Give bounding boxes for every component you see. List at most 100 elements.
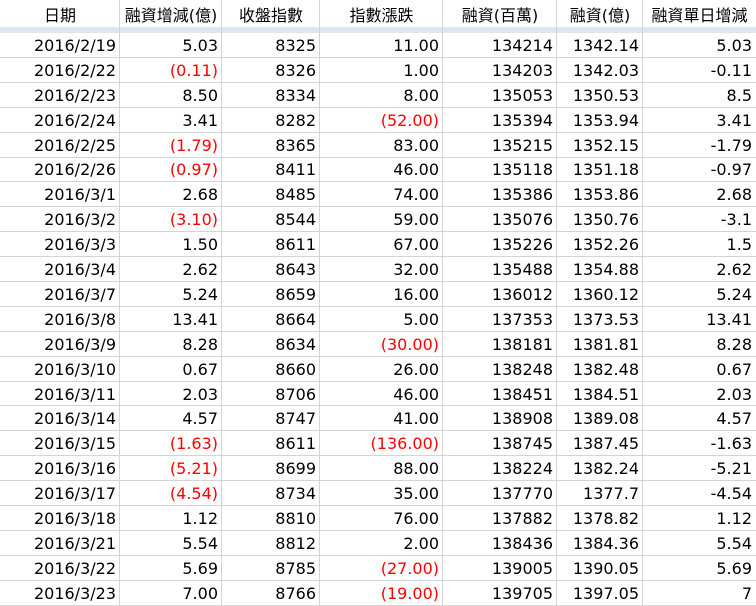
table-cell: 1353.94	[572, 110, 639, 130]
table-cell: (27.00)	[380, 558, 439, 578]
table-cell: 0.67	[716, 359, 752, 379]
table-cell: 139705	[491, 583, 553, 603]
table-cell: (19.00)	[380, 583, 439, 603]
table-cell: (1.79)	[169, 135, 218, 155]
table-cell: 2016/3/1	[44, 185, 116, 205]
table-cell: 8734	[275, 484, 316, 504]
table-cell: 5.00	[403, 309, 439, 329]
row-border	[0, 256, 756, 257]
table-cell: 5.69	[182, 558, 218, 578]
table-cell: 2016/2/23	[33, 85, 116, 105]
table-cell: 2016/3/16	[33, 459, 116, 479]
table-cell: 8611	[275, 235, 316, 255]
column-border	[119, 0, 120, 606]
table-cell: 1384.36	[572, 533, 639, 553]
table-cell: -0.97	[710, 160, 752, 180]
column-border	[556, 0, 557, 606]
table-cell: 2016/3/11	[33, 384, 116, 404]
table-cell: 76.00	[393, 509, 439, 529]
table-cell: 2.62	[716, 260, 752, 280]
table-cell: 2016/2/26	[33, 160, 116, 180]
table-cell: 2016/2/24	[33, 110, 116, 130]
table-cell: 1351.18	[572, 160, 639, 180]
table-cell: 2.68	[716, 185, 752, 205]
table-cell: 1378.82	[572, 509, 639, 529]
table-cell: 136012	[491, 284, 553, 304]
table-cell: 2016/3/4	[44, 260, 116, 280]
table-cell: 8785	[275, 558, 316, 578]
table-cell: (136.00)	[370, 434, 439, 454]
table-cell: 5.03	[716, 35, 752, 55]
table-cell: 3.41	[182, 110, 218, 130]
table-cell: 32.00	[393, 260, 439, 280]
table-cell: 2016/2/22	[33, 60, 116, 80]
row-border	[0, 530, 756, 531]
table-cell: 1389.08	[572, 409, 639, 429]
row-border	[0, 505, 756, 506]
table-cell: 1382.48	[572, 359, 639, 379]
table-cell: 2016/3/23	[33, 583, 116, 603]
table-cell: (3.10)	[169, 210, 218, 230]
table-cell: 1.00	[403, 60, 439, 80]
column-header: 融資(百萬)	[461, 5, 539, 25]
table-cell: 1382.24	[572, 459, 639, 479]
row-border	[0, 132, 756, 133]
table-cell: -1.63	[710, 434, 752, 454]
table-cell: 2016/3/7	[44, 284, 116, 304]
row-border	[0, 231, 756, 232]
column-header: 融資(億)	[569, 5, 631, 25]
table-cell: 2016/3/3	[44, 235, 116, 255]
table-cell: 134203	[491, 60, 553, 80]
table-cell: (0.11)	[169, 60, 218, 80]
table-cell: 1381.81	[572, 334, 639, 354]
table-cell: 2016/3/17	[33, 484, 116, 504]
table-cell: 1360.12	[572, 284, 639, 304]
table-cell: 1390.05	[572, 558, 639, 578]
table-cell: 8611	[275, 434, 316, 454]
table-cell: 8810	[275, 509, 316, 529]
table-cell: 83.00	[393, 135, 439, 155]
table-cell: 135386	[491, 185, 553, 205]
table-cell: 8.5	[726, 85, 752, 105]
table-cell: 67.00	[393, 235, 439, 255]
table-cell: 5.54	[182, 533, 218, 553]
row-border	[0, 157, 756, 158]
table-cell: 41.00	[393, 409, 439, 429]
table-cell: (52.00)	[380, 110, 439, 130]
row-border	[0, 331, 756, 332]
row-border	[0, 455, 756, 456]
table-cell: 135076	[491, 210, 553, 230]
table-cell: 137770	[491, 484, 553, 504]
table-cell: -3.1	[720, 210, 752, 230]
column-header: 融資增減(億)	[124, 5, 218, 25]
table-cell: 4.57	[182, 409, 218, 429]
table-cell: 135215	[491, 135, 553, 155]
table-cell: 138745	[491, 434, 553, 454]
table-cell: 5.03	[182, 35, 218, 55]
column-header: 日期	[43, 5, 76, 25]
table-cell: 1.50	[182, 235, 218, 255]
table-cell: 2016/2/19	[33, 35, 116, 55]
table-cell: -0.11	[710, 60, 752, 80]
row-border	[0, 405, 756, 406]
table-cell: 1.12	[716, 509, 752, 529]
table-cell: 8.28	[716, 334, 752, 354]
table-cell: 135053	[491, 85, 553, 105]
table-cell: 0.67	[182, 359, 218, 379]
table-cell: 8334	[275, 85, 316, 105]
table-cell: 8812	[275, 533, 316, 553]
table-cell: 2.62	[182, 260, 218, 280]
row-border	[0, 181, 756, 182]
row-border	[0, 580, 756, 581]
table-cell: 8.50	[182, 85, 218, 105]
table-cell: 1342.14	[572, 35, 639, 55]
column-border	[221, 0, 222, 606]
table-cell: 88.00	[393, 459, 439, 479]
table-cell: 8699	[275, 459, 316, 479]
table-cell: 8282	[275, 110, 316, 130]
table-cell: 8643	[275, 260, 316, 280]
table-cell: 1350.53	[572, 85, 639, 105]
table-cell: 138224	[491, 459, 553, 479]
table-cell: 8.00	[403, 85, 439, 105]
table-cell: 8411	[275, 160, 316, 180]
